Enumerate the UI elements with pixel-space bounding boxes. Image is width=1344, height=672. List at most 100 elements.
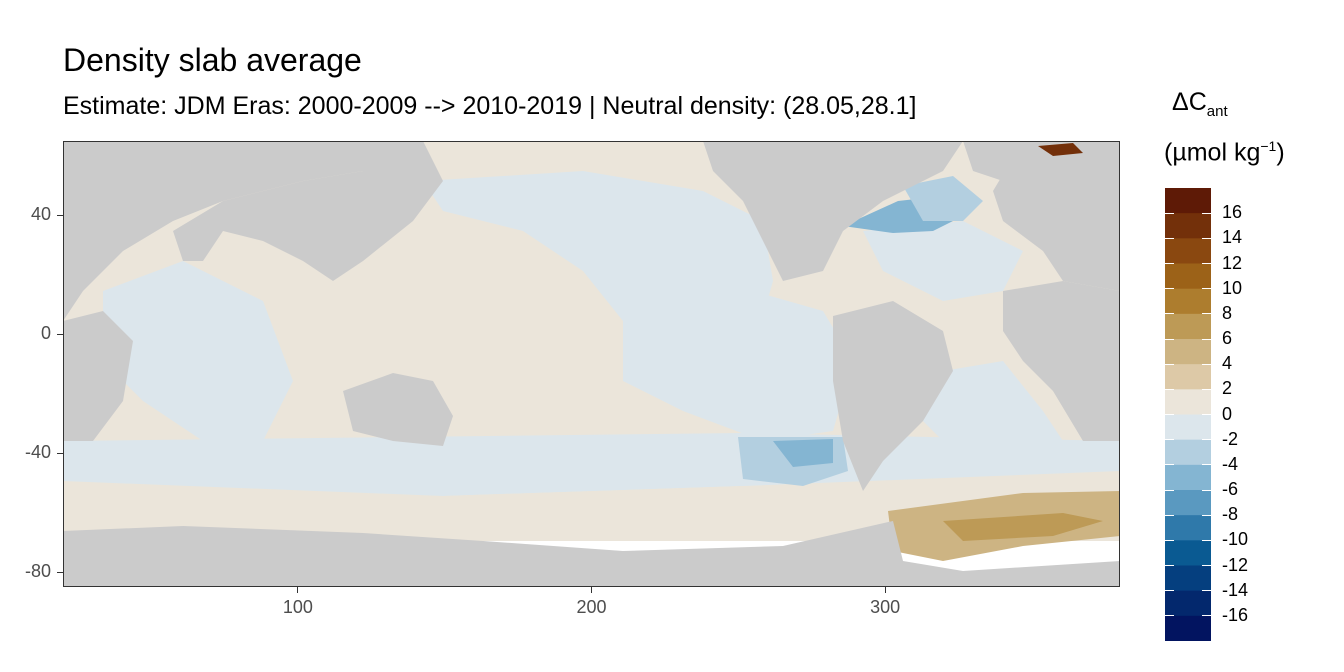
x-tick	[591, 587, 592, 593]
legend-tick	[1202, 414, 1211, 415]
east-pacific-region	[623, 291, 853, 441]
greenland-brown-speckle	[1038, 143, 1083, 156]
legend-tick	[1202, 514, 1211, 516]
legend-label: -10	[1222, 529, 1249, 550]
legend-unit-suffix: )	[1276, 138, 1285, 167]
legend-swatch	[1165, 565, 1211, 592]
legend-label: -16	[1222, 604, 1249, 625]
legend-swatch	[1165, 238, 1211, 264]
legend-tick	[1165, 313, 1174, 315]
panel-border	[63, 141, 1120, 587]
land-australia	[343, 373, 453, 446]
land-greenland	[963, 141, 1023, 181]
legend-unit-prefix: (µmol kg	[1164, 138, 1261, 167]
legend-colorbar	[1165, 188, 1211, 641]
legend-label: 4	[1222, 353, 1233, 374]
north-atlantic-region	[863, 221, 1023, 301]
land-antarctica	[63, 521, 1120, 587]
legend-unit-sup: −1	[1260, 138, 1277, 154]
legend-tick	[1202, 363, 1211, 365]
legend-tick	[1202, 615, 1211, 617]
legend-tick	[1165, 539, 1174, 541]
legend-tick	[1202, 489, 1211, 491]
legend-label: 10	[1222, 277, 1243, 298]
legend-tick	[1165, 212, 1174, 214]
legend-tick	[1202, 338, 1211, 340]
legend-tick	[1165, 464, 1174, 466]
legend-tick	[1165, 237, 1174, 239]
legend-swatch	[1165, 213, 1211, 239]
legend-label: 8	[1222, 302, 1233, 323]
south-pacific-core	[773, 439, 833, 467]
legend-tick	[1165, 590, 1174, 592]
legend-tick	[1165, 615, 1174, 617]
x-tick-label: 300	[870, 597, 901, 617]
weddell-core	[943, 513, 1103, 541]
legend-tick	[1165, 565, 1174, 566]
x-tick	[297, 587, 299, 593]
y-tick-label: 0	[40, 323, 51, 344]
chart-subtitle: Estimate: JDM Eras: 2000-2009 --> 2010-2…	[63, 92, 917, 120]
legend-tick	[1165, 338, 1174, 340]
legend-tick	[1165, 388, 1174, 390]
legend-tick	[1165, 263, 1174, 264]
legend-label: 2	[1222, 378, 1233, 399]
legend-swatch	[1165, 414, 1211, 441]
legend-label: -8	[1222, 504, 1239, 525]
legend-label: -12	[1222, 554, 1249, 575]
legend-unit: (µmol kg−1)	[1164, 138, 1285, 167]
legend-swatch	[1165, 590, 1211, 617]
legend-tick	[1202, 439, 1211, 441]
y-tick	[57, 214, 63, 216]
legend-tick	[1165, 414, 1174, 415]
southern-tan-band	[63, 486, 1120, 536]
legend-tick	[1202, 590, 1211, 592]
legend-title-main: ΔC	[1172, 88, 1207, 116]
legend-label: -2	[1222, 428, 1239, 449]
legend-label: -4	[1222, 453, 1239, 474]
legend-swatch	[1165, 188, 1211, 214]
land-east-africa	[63, 311, 133, 441]
legend-swatch	[1165, 339, 1211, 365]
land-africa	[63, 141, 363, 321]
x-tick-label: 200	[576, 597, 607, 617]
legend-tick	[1202, 464, 1211, 466]
legend-label: -6	[1222, 479, 1239, 499]
y-tick	[57, 571, 63, 573]
legend-label: 0	[1222, 403, 1233, 424]
legend-tick	[1202, 263, 1211, 264]
y-tick-label: -40	[24, 442, 51, 463]
x-tick	[884, 587, 886, 593]
chart-title: Density slab average	[63, 42, 362, 78]
legend-tick	[1202, 313, 1211, 315]
land-asia	[173, 141, 443, 281]
legend-tick	[1165, 489, 1174, 491]
map-panel	[63, 141, 1120, 587]
legend-title-sub: ant	[1206, 103, 1228, 120]
legend-label: 12	[1222, 252, 1243, 273]
legend-tick	[1202, 237, 1211, 239]
legend-swatch	[1165, 490, 1211, 516]
legend-swatch	[1165, 615, 1211, 641]
legend-swatch	[1165, 389, 1211, 415]
land-africa-right	[1003, 281, 1120, 441]
legend-tick	[1202, 539, 1211, 541]
legend-swatch	[1165, 288, 1211, 315]
legend-swatch	[1165, 464, 1211, 491]
indian-ocean-region	[103, 261, 293, 441]
legend-tick	[1165, 514, 1174, 516]
legend-label: 14	[1222, 227, 1243, 248]
y-tick	[57, 452, 63, 454]
legend-label: 6	[1222, 328, 1233, 348]
legend-swatch	[1165, 364, 1211, 390]
legend-tick	[1202, 212, 1211, 214]
legend-tick	[1202, 565, 1211, 566]
legend-swatch	[1165, 313, 1211, 340]
legend-tick	[1202, 388, 1211, 390]
legend-tick	[1165, 288, 1174, 290]
legend-swatch	[1165, 263, 1211, 290]
legend-swatch	[1165, 439, 1211, 466]
legend-swatch	[1165, 540, 1211, 566]
y-tick-label: 40	[30, 204, 51, 225]
legend-tick	[1165, 439, 1174, 441]
